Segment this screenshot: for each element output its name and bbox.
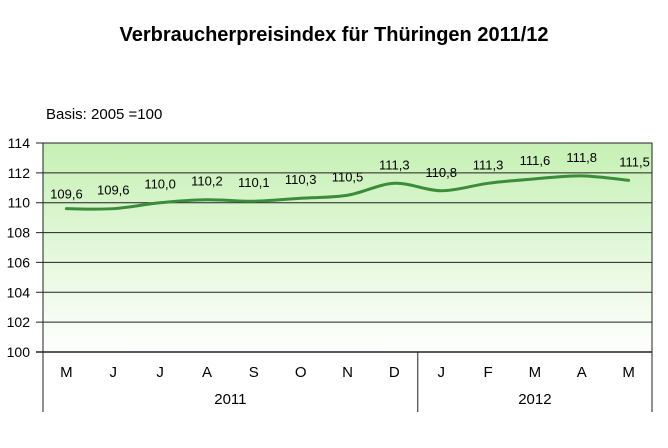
data-label: 111,5 — [619, 154, 650, 169]
y-tick-label: 106 — [7, 254, 31, 270]
y-tick-label: 114 — [8, 135, 31, 151]
y-tick-label: 112 — [8, 165, 31, 181]
x-tick-label: M — [529, 364, 542, 381]
x-tick-label: N — [342, 364, 353, 381]
data-label: 110,3 — [285, 172, 317, 187]
x-tick-label: M — [60, 364, 73, 381]
x-tick-label: J — [437, 364, 445, 381]
data-label: 110,2 — [191, 174, 223, 189]
data-label: 110,0 — [144, 177, 176, 192]
data-label: 111,8 — [566, 150, 597, 165]
y-tick-label: 104 — [7, 284, 31, 300]
x-tick-label: A — [577, 364, 587, 381]
x-tick-label: F — [483, 364, 492, 381]
x-group-label: 2011 — [214, 391, 246, 408]
data-label: 110,8 — [425, 165, 457, 180]
x-tick-label: J — [110, 364, 118, 381]
chart-subtitle: Basis: 2005 =100 — [46, 106, 163, 123]
x-group-label: 2012 — [518, 391, 551, 408]
y-tick-label: 108 — [7, 225, 31, 241]
chart-title: Verbraucherpreisindex für Thüringen 2011… — [119, 24, 549, 46]
y-tick-label: 102 — [7, 314, 31, 330]
x-tick-label: M — [622, 364, 635, 381]
y-tick-label: 110 — [8, 195, 31, 211]
data-label: 111,3 — [473, 157, 504, 172]
x-tick-label: O — [295, 364, 307, 381]
x-tick-label: S — [249, 364, 259, 381]
x-tick-label: J — [156, 364, 164, 381]
data-label: 111,6 — [520, 153, 551, 168]
x-tick-label: D — [389, 364, 400, 381]
data-label: 111,3 — [379, 157, 410, 172]
data-label: 110,1 — [238, 175, 270, 190]
data-label: 109,6 — [97, 183, 130, 198]
data-label: 110,5 — [332, 169, 364, 184]
y-tick-label: 100 — [7, 344, 31, 360]
x-tick-label: A — [202, 364, 212, 381]
data-label: 109,6 — [50, 187, 83, 202]
